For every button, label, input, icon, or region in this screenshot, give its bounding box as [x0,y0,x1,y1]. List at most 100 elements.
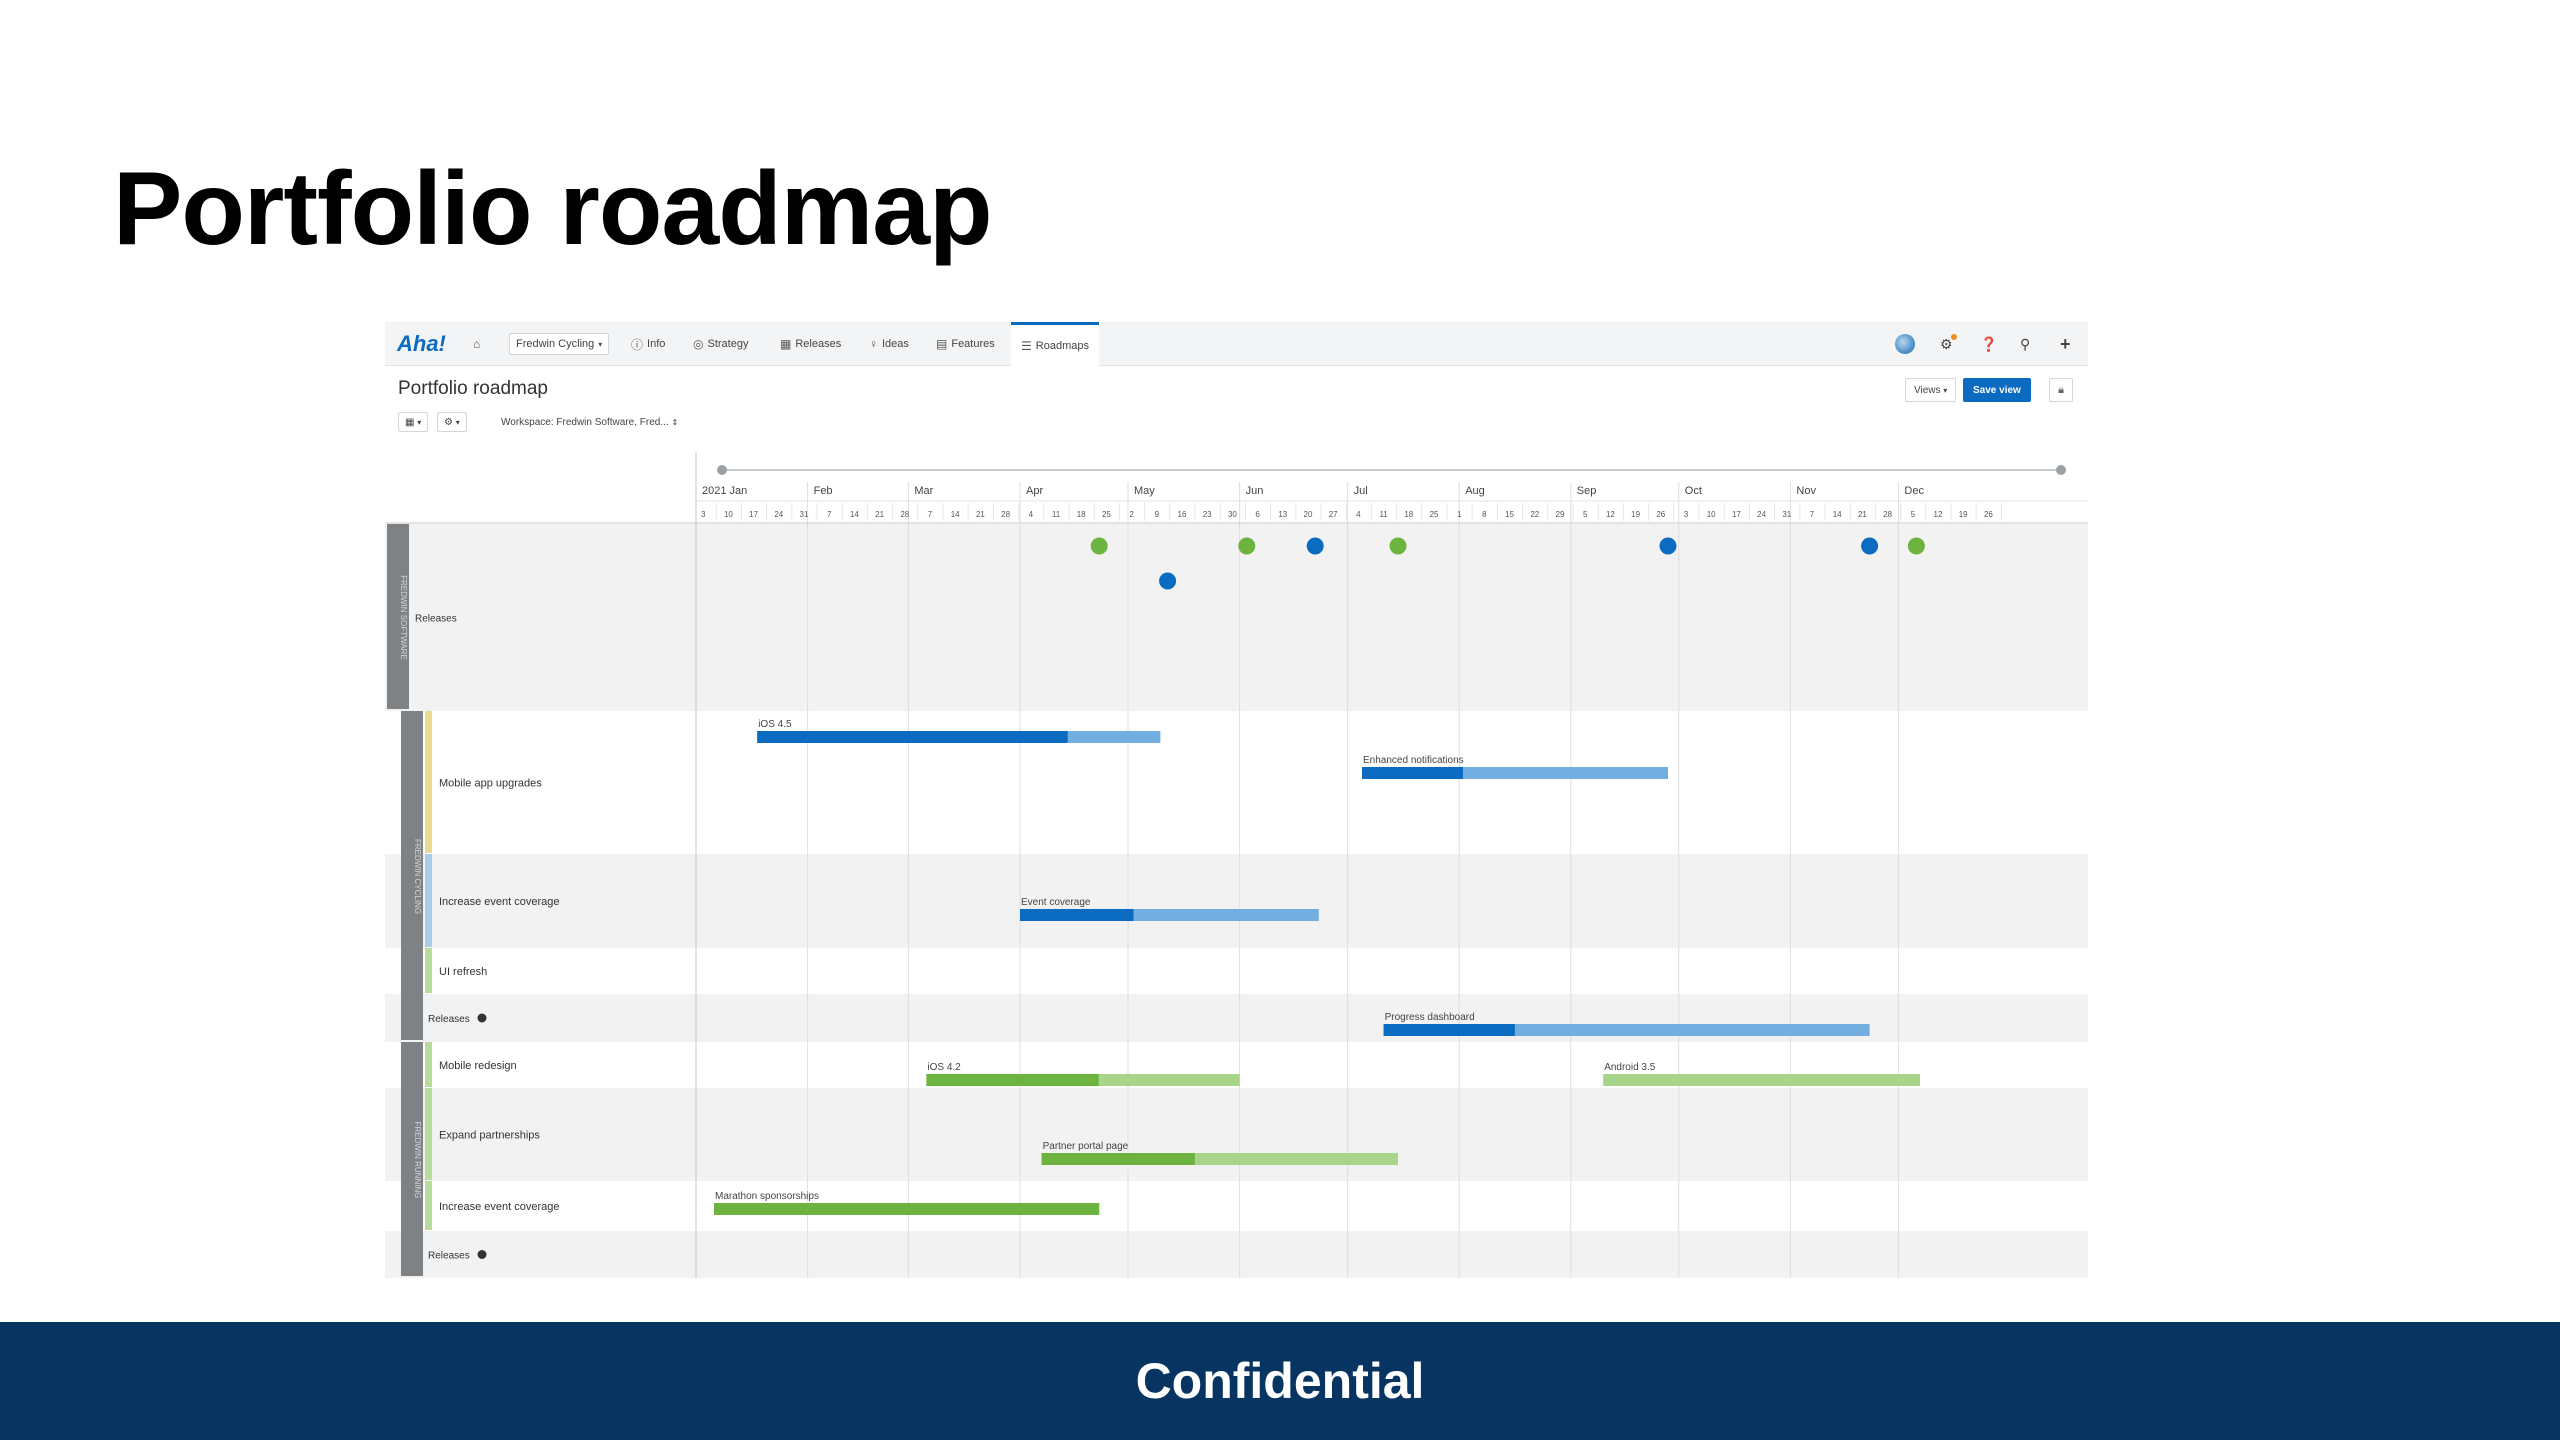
nav-item-label: Info [647,338,666,350]
nav-item-strategy[interactable]: ◎ Strategy [693,322,748,366]
week-label: 9 [1155,510,1160,519]
chevron-down-icon: ▾ [1943,385,1948,395]
home-icon[interactable]: ⌂ [473,337,481,351]
week-label: 25 [1430,510,1439,519]
lane-increase-event-coverage-1 [385,854,2088,948]
week-label: 4 [1029,510,1034,519]
timeline-slider-end-handle[interactable] [2056,465,2066,475]
lane-releases-top [385,524,2088,711]
week-label: 14 [850,510,859,519]
week-label: 26 [1984,510,1993,519]
avatar [1895,334,1915,354]
week-label: 27 [1329,510,1338,519]
week-label: 29 [1556,510,1565,519]
settings-icon[interactable]: ⚙ [1940,322,1959,366]
calendar-dropdown[interactable]: ▦ ▾ [398,412,429,432]
lane-color-swatch [425,854,432,947]
week-label: 3 [701,510,706,519]
row-label-increase-event-coverage-2: Increase event coverage [439,1201,559,1213]
lock-icon[interactable]: 🔒︎ [2049,378,2073,402]
week-label: 31 [800,510,809,519]
lane-color-swatch [425,1088,432,1180]
timeline-slider-start-handle[interactable] [717,465,727,475]
bar-label: Event coverage [1021,897,1091,908]
release-milestone[interactable] [1389,537,1407,555]
row-label-mobile-app-upgrades: Mobile app upgrades [439,778,542,790]
nav-item-label: Strategy [707,338,749,350]
views-button[interactable]: Views ▾ [1905,378,1957,402]
week-label: 30 [1228,510,1237,519]
week-label: 25 [1102,510,1111,519]
week-label: 6 [1255,510,1260,519]
row-label-ui-refresh: UI refresh [439,966,487,978]
week-label: 14 [951,510,960,519]
nav-item-features[interactable]: ▤ Features [936,322,995,366]
roadmap-bar-progress [1020,909,1134,921]
month-label: Mar [914,485,933,497]
aha-logo[interactable]: Aha! [397,331,446,356]
release-milestone[interactable] [1090,537,1108,555]
footer-bar: Confidential [0,1322,2560,1440]
workspace-selector[interactable]: Fredwin Cycling ▾ [509,333,610,355]
week-label: 3 [1684,510,1689,519]
week-label: 7 [1810,510,1815,519]
release-milestone[interactable] [1861,537,1879,555]
week-label: 7 [928,510,933,519]
roadmap-bar-progress [714,1203,1100,1215]
slide-title: Portfolio roadmap [113,151,993,267]
week-label: 17 [1732,510,1741,519]
help-icon[interactable]: ❓ [1980,335,1998,352]
roadmap-bar-progress [926,1074,1099,1086]
gear-icon[interactable] [477,1013,487,1023]
row-label-increase-event-coverage-1: Increase event coverage [439,896,559,908]
lightbulb-icon: ♀ [869,337,878,351]
nav-item-roadmaps[interactable]: ☰ Roadmaps [1011,322,1099,366]
bar-label: Marathon sponsorships [715,1191,819,1202]
release-milestone[interactable] [1659,537,1677,555]
chevron-down-icon: ▾ [598,339,603,349]
bar-label: Partner portal page [1043,1141,1129,1152]
save-view-button[interactable]: Save view [1963,378,2031,402]
user-avatar[interactable] [1895,322,1915,366]
search-icon[interactable]: ⚲ [2020,335,2031,352]
roadmap-bar[interactable] [1603,1074,1920,1086]
release-milestone[interactable] [1238,537,1256,555]
release-milestone[interactable] [1907,537,1925,555]
strategy-icon: ◎ [693,337,704,351]
week-label: 20 [1304,510,1313,519]
row-label-releases-top: Releases [415,614,457,625]
group-tab [401,1042,423,1276]
row-label-mobile-redesign: Mobile redesign [439,1060,517,1072]
release-milestone[interactable] [1159,572,1177,590]
lane-ui-refresh [385,948,2088,994]
footer-text: Confidential [1135,1353,1425,1409]
group-name: FREDWIN CYCLING [413,839,422,914]
nav-item-label: Features [951,338,995,350]
month-label: Feb [814,485,833,497]
nav-item-label: Ideas [882,338,909,350]
workspace-filter[interactable]: Workspace: Fredwin Software, Fred... ⇕ [495,412,685,432]
settings-dropdown[interactable]: ⚙ ▾ [437,412,467,432]
top-navbar: Aha! ⌂ Fredwin Cycling ▾ ⓘ Info ◎ Strategy … [385,322,2088,366]
week-label: 21 [875,510,884,519]
page-title: Portfolio roadmap [398,378,548,399]
bar-label: iOS 4.5 [758,719,792,730]
nav-item-releases[interactable]: ▦ Releases [780,322,841,366]
workspace-filter-label: Workspace: Fredwin Software, Fred... [501,416,669,428]
week-label: 10 [1707,510,1716,519]
nav-item-ideas[interactable]: ♀ Ideas [869,322,909,366]
week-label: 15 [1505,510,1514,519]
chevron-updown-icon: ⇕ [671,417,679,427]
chevron-down-icon: ▾ [417,417,422,427]
add-icon[interactable]: + [2060,333,2071,354]
nav-item-info[interactable]: ⓘ Info [631,322,665,366]
month-label: Sep [1577,485,1597,497]
chevron-down-icon: ▾ [455,417,460,427]
week-label: 11 [1052,510,1061,519]
gear-icon[interactable] [477,1250,487,1259]
lane-increase-event-coverage-2 [385,1181,2088,1231]
week-label: 24 [1757,510,1766,519]
release-milestone[interactable] [1306,537,1324,555]
week-label: 28 [1883,510,1892,519]
month-label: Dec [1904,485,1924,497]
